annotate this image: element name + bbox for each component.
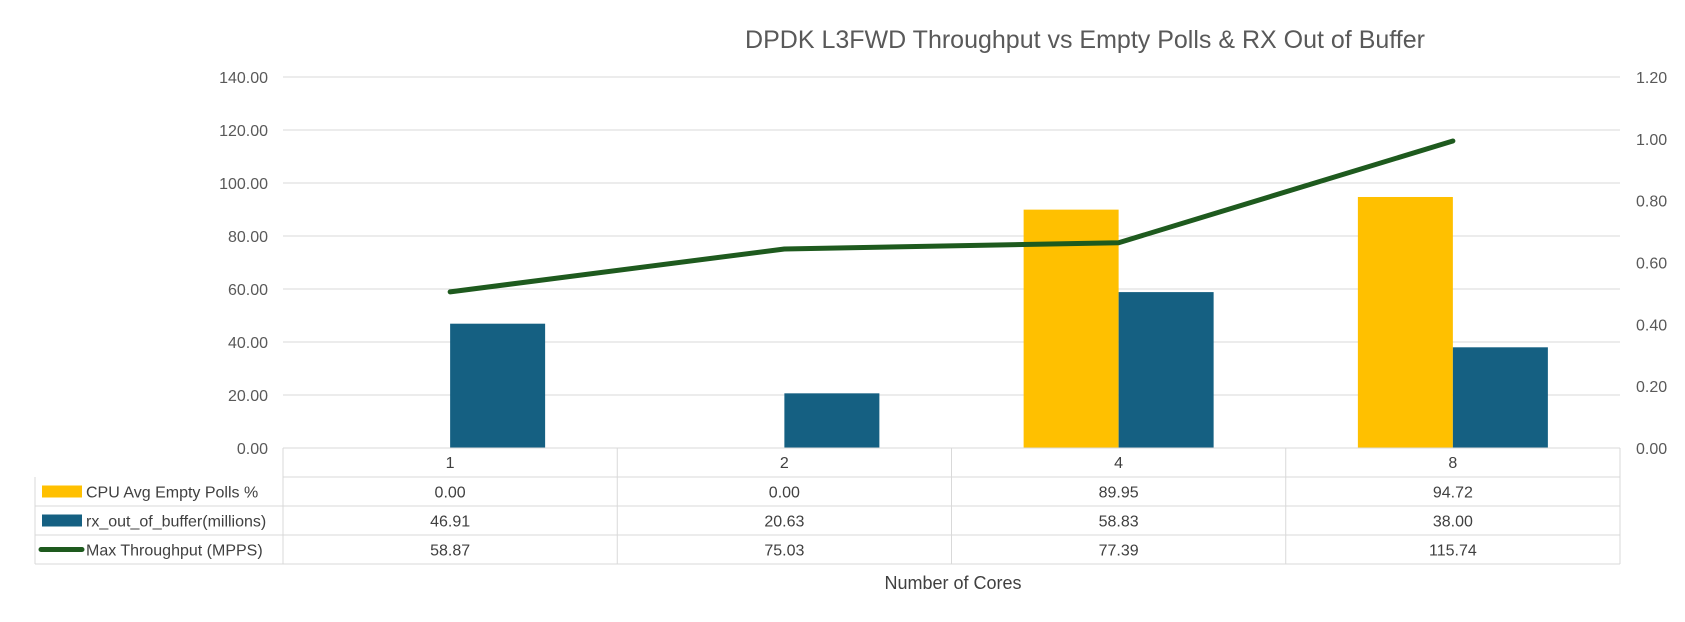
data-label: 77.39 (1099, 543, 1139, 560)
y-tick-label: 140.00 (219, 70, 268, 87)
x-axis-title: Number of Cores (884, 573, 1022, 593)
y-tick-label: 20.00 (228, 388, 268, 405)
data-label: 0.00 (435, 485, 466, 502)
data-label: 94.72 (1433, 485, 1473, 502)
bar (1023, 209, 1119, 448)
series-line (447, 138, 1456, 295)
bar (784, 393, 880, 448)
y2-tick-label: 0.80 (1636, 194, 1667, 211)
bar (450, 323, 546, 448)
legend-swatch (42, 485, 82, 498)
legend-label: CPU Avg Empty Polls % (86, 485, 258, 502)
chart-title: DPDK L3FWD Throughput vs Empty Polls & R… (745, 26, 1425, 54)
y2-tick-label: 0.20 (1636, 379, 1667, 396)
y2-tick-label: 0.60 (1636, 256, 1667, 273)
data-label: 115.74 (1429, 543, 1477, 560)
data-label: 46.91 (430, 514, 470, 531)
legend-label: rx_out_of_buffer(millions) (86, 514, 266, 531)
x-tick-label: 4 (1114, 455, 1123, 472)
x-tick-label: 8 (1448, 455, 1457, 472)
x-tick-label: 1 (446, 455, 455, 472)
data-label: 58.83 (1099, 514, 1139, 531)
bar (1357, 196, 1453, 448)
data-label: 58.87 (430, 543, 470, 560)
bar (1118, 292, 1214, 448)
y-tick-label: 120.00 (219, 123, 268, 140)
y-tick-label: 80.00 (228, 229, 268, 246)
y-tick-label: 60.00 (228, 282, 268, 299)
legend-swatch (42, 514, 82, 527)
data-label: 0.00 (769, 485, 800, 502)
data-label: 89.95 (1099, 485, 1139, 502)
legend-label: Max Throughput (MPPS) (86, 543, 263, 560)
y-tick-label: 100.00 (219, 176, 268, 193)
bar (1452, 347, 1548, 448)
data-label: 75.03 (764, 543, 804, 560)
y2-tick-label: 1.20 (1636, 70, 1667, 87)
data-label: 38.00 (1433, 514, 1473, 531)
y2-tick-label: 1.00 (1636, 132, 1667, 149)
y-tick-label: 0.00 (237, 441, 268, 458)
y-tick-label: 40.00 (228, 335, 268, 352)
x-tick-label: 2 (780, 455, 789, 472)
y2-tick-label: 0.00 (1636, 441, 1667, 458)
data-label: 20.63 (764, 514, 804, 531)
y2-tick-label: 0.40 (1636, 317, 1667, 334)
